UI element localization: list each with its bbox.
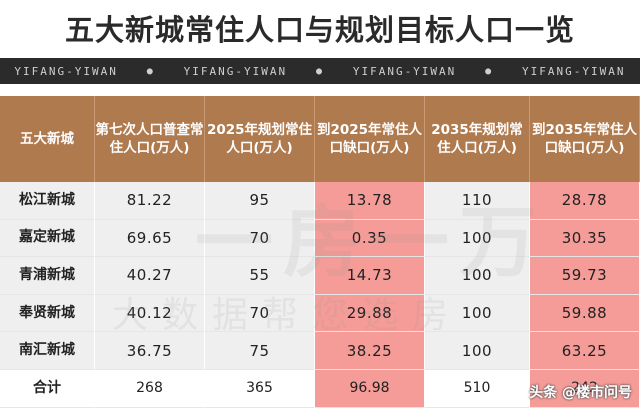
dot-icon: ● <box>315 65 324 77</box>
header-census: 第七次人口普查常住人口(万人) <box>95 96 205 182</box>
header-plan-2025: 2025年规划常住人口(万人) <box>205 96 315 182</box>
population-table: 五大新城 第七次人口普查常住人口(万人) 2025年规划常住人口(万人) 到20… <box>0 96 640 408</box>
header-plan-2035: 2035年规划常住人口(万人) <box>425 96 530 182</box>
plan-2035-value: 110 <box>425 182 530 220</box>
plan-2025-value: 75 <box>205 332 315 370</box>
row-city: 奉贤新城 <box>0 294 95 333</box>
plan-2035-value: 100 <box>425 219 530 258</box>
gap-2035-value: 59.73 <box>530 257 640 295</box>
row-city: 嘉定新城 <box>0 219 95 258</box>
plan-2035-value: 100 <box>425 294 530 333</box>
page-title: 五大新城常住人口与规划目标人口一览 <box>64 13 575 47</box>
census-total: 268 <box>95 369 205 408</box>
band-text: YIFANG-YIWAN <box>14 64 118 78</box>
plan-2025-value: 55 <box>205 257 315 295</box>
row-city: 松江新城 <box>0 182 95 220</box>
plan-2025-total: 365 <box>205 369 315 408</box>
header-gap-2025: 到2025年常住人口缺口(万人) <box>315 96 425 182</box>
gap-2035-value: 63.25 <box>530 332 640 370</box>
gap-2025-value: 29.88 <box>315 294 425 333</box>
gap-2025-total: 96.98 <box>315 369 425 408</box>
row-city: 南汇新城 <box>0 332 95 370</box>
total-label: 合计 <box>0 369 95 408</box>
gap-2025-value: 38.25 <box>315 332 425 370</box>
plan-2035-total: 510 <box>425 369 530 408</box>
dot-icon: ● <box>485 65 494 77</box>
row-city: 青浦新城 <box>0 257 95 295</box>
census-value: 40.12 <box>95 294 205 333</box>
census-value: 40.27 <box>95 257 205 295</box>
gap-2035-total: 242 <box>530 369 640 408</box>
band-text: YIFANG-YIWAN <box>522 64 626 78</box>
header-city: 五大新城 <box>0 96 95 182</box>
gap-2035-value: 28.78 <box>530 182 640 220</box>
plan-2025-value: 95 <box>205 182 315 220</box>
gap-2025-value: 13.78 <box>315 182 425 220</box>
gap-2035-value: 59.88 <box>530 294 640 333</box>
source-credit: 头条 @楼市问号 <box>529 385 632 401</box>
header-gap-2035: 到2035年常住人口缺口(万人) <box>530 96 640 182</box>
census-value: 36.75 <box>95 332 205 370</box>
plan-2025-value: 70 <box>205 294 315 333</box>
gap-2035-value: 30.35 <box>530 219 640 258</box>
plan-2035-value: 100 <box>425 257 530 295</box>
plan-2025-value: 70 <box>205 219 315 258</box>
census-value: 81.22 <box>95 182 205 220</box>
band-text: YIFANG-YIWAN <box>183 64 288 78</box>
plan-2035-value: 100 <box>425 332 530 370</box>
band-text: YIFANG-YIWAN <box>352 64 457 78</box>
gap-2025-value: 0.35 <box>315 219 425 258</box>
brand-band: YIFANG-YIWAN ● YIFANG-YIWAN ● YIFANG-YIW… <box>0 58 640 84</box>
dot-icon: ● <box>146 65 155 77</box>
census-value: 69.65 <box>95 219 205 258</box>
gap-2025-value: 14.73 <box>315 257 425 295</box>
